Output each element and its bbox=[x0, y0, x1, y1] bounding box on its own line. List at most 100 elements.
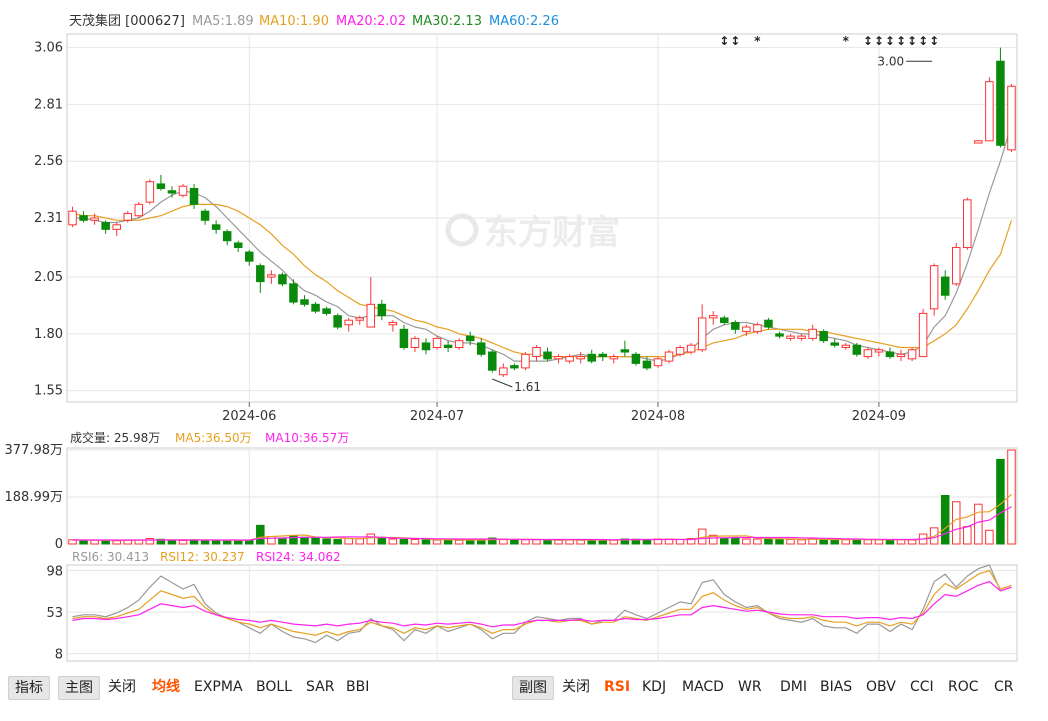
candle[interactable] bbox=[830, 338, 839, 348]
volume-bar[interactable] bbox=[344, 538, 353, 545]
candle[interactable] bbox=[377, 299, 387, 321]
volume-bar[interactable] bbox=[101, 540, 110, 545]
candle[interactable] bbox=[996, 47, 1005, 148]
volume-bar[interactable] bbox=[200, 539, 210, 545]
volume-bar[interactable] bbox=[764, 538, 773, 545]
candle[interactable] bbox=[278, 272, 287, 287]
candle[interactable] bbox=[333, 313, 342, 330]
candle[interactable] bbox=[267, 270, 276, 284]
candle[interactable] bbox=[499, 363, 508, 378]
candle[interactable] bbox=[167, 186, 177, 198]
volume-bar[interactable] bbox=[940, 495, 950, 545]
volume-bar[interactable] bbox=[951, 501, 961, 545]
volume-bar[interactable] bbox=[410, 539, 420, 545]
candle[interactable] bbox=[443, 340, 453, 353]
candle[interactable] bbox=[289, 279, 298, 305]
candle[interactable] bbox=[399, 324, 409, 350]
toolbar-right-button[interactable]: OBV bbox=[866, 679, 896, 695]
volume-bar[interactable] bbox=[775, 538, 784, 545]
candle[interactable] bbox=[156, 174, 166, 191]
candle[interactable] bbox=[189, 183, 199, 209]
candle[interactable] bbox=[145, 179, 155, 205]
toolbar-left-button[interactable]: 均线 bbox=[152, 679, 180, 695]
candle[interactable] bbox=[653, 356, 663, 368]
volume-bar[interactable] bbox=[686, 538, 696, 545]
volume-bar[interactable] bbox=[819, 538, 828, 545]
candle[interactable] bbox=[222, 229, 232, 246]
volume-bar[interactable] bbox=[996, 458, 1005, 545]
volume-bar[interactable] bbox=[465, 539, 475, 545]
candle[interactable] bbox=[68, 206, 77, 228]
candle[interactable] bbox=[421, 338, 431, 355]
candle[interactable] bbox=[245, 249, 254, 266]
candle[interactable] bbox=[233, 240, 243, 253]
candle[interactable] bbox=[963, 197, 972, 250]
volume-bar[interactable] bbox=[300, 536, 309, 545]
candle[interactable] bbox=[620, 340, 630, 357]
toolbar-right-button[interactable]: 关闭 bbox=[562, 679, 590, 695]
volume-bar[interactable] bbox=[333, 539, 342, 545]
candle[interactable] bbox=[454, 338, 464, 350]
candle[interactable] bbox=[598, 352, 608, 362]
candle[interactable] bbox=[79, 211, 88, 223]
volume-bar[interactable] bbox=[211, 540, 221, 545]
candle[interactable] bbox=[753, 322, 762, 334]
candle[interactable] bbox=[410, 336, 420, 353]
volume-bar[interactable] bbox=[797, 539, 806, 545]
toolbar-left-button[interactable]: 关闭 bbox=[108, 679, 136, 695]
toolbar-right-button[interactable]: RSI bbox=[604, 679, 631, 695]
volume-bar[interactable] bbox=[366, 533, 376, 545]
candle[interactable] bbox=[642, 356, 652, 371]
candle[interactable] bbox=[521, 352, 530, 371]
toolbar-left-button[interactable]: SAR bbox=[306, 679, 335, 695]
candle[interactable] bbox=[708, 311, 718, 325]
volume-bar[interactable] bbox=[731, 538, 740, 545]
volume-bar[interactable] bbox=[642, 539, 652, 545]
candle[interactable] bbox=[587, 349, 596, 364]
volume-bar[interactable] bbox=[311, 537, 320, 545]
candle[interactable] bbox=[322, 306, 331, 316]
candle[interactable] bbox=[576, 352, 585, 364]
candle[interactable] bbox=[985, 77, 994, 142]
candle[interactable] bbox=[697, 304, 707, 353]
candle[interactable] bbox=[874, 347, 884, 357]
volume-bar[interactable] bbox=[278, 538, 287, 545]
volume-bar[interactable] bbox=[543, 539, 552, 545]
volume-bar[interactable] bbox=[421, 539, 431, 545]
volume-bar[interactable] bbox=[576, 539, 585, 545]
volume-bar[interactable] bbox=[510, 539, 519, 545]
toolbar-right-button[interactable]: ROC bbox=[948, 679, 979, 695]
volume-bar[interactable] bbox=[443, 539, 453, 545]
candle[interactable] bbox=[465, 331, 475, 346]
volume-bar[interactable] bbox=[488, 537, 497, 545]
candle[interactable] bbox=[742, 324, 751, 337]
volume-bar[interactable] bbox=[399, 539, 409, 545]
candle[interactable] bbox=[609, 354, 619, 364]
candle[interactable] bbox=[918, 308, 928, 358]
volume-bar[interactable] bbox=[863, 539, 873, 545]
volume-bar[interactable] bbox=[565, 539, 574, 545]
candle[interactable] bbox=[885, 347, 895, 359]
candle[interactable] bbox=[1007, 83, 1016, 153]
volume-bar[interactable] bbox=[554, 539, 563, 545]
volume-bar[interactable] bbox=[289, 535, 298, 545]
volume-bar[interactable] bbox=[753, 538, 762, 545]
toolbar-right-button[interactable]: CR bbox=[994, 679, 1014, 695]
volume-bar[interactable] bbox=[885, 539, 895, 545]
toolbar-left-button[interactable]: 指标 bbox=[8, 676, 50, 700]
volume-bar[interactable] bbox=[609, 539, 619, 545]
candle[interactable] bbox=[797, 333, 806, 341]
candle[interactable] bbox=[974, 140, 983, 144]
toolbar-left-button[interactable]: EXPMA bbox=[194, 679, 243, 695]
candle[interactable] bbox=[256, 263, 265, 293]
candle[interactable] bbox=[863, 347, 873, 359]
volume-bar[interactable] bbox=[388, 538, 398, 545]
volume-bar[interactable] bbox=[532, 539, 541, 545]
candle[interactable] bbox=[432, 336, 442, 350]
volume-bar[interactable] bbox=[852, 539, 862, 545]
volume-bar[interactable] bbox=[145, 538, 155, 545]
candle[interactable] bbox=[388, 320, 398, 332]
volume-bar[interactable] bbox=[432, 539, 442, 545]
candle[interactable] bbox=[907, 347, 917, 362]
toolbar-right-button[interactable]: BIAS bbox=[820, 679, 853, 695]
